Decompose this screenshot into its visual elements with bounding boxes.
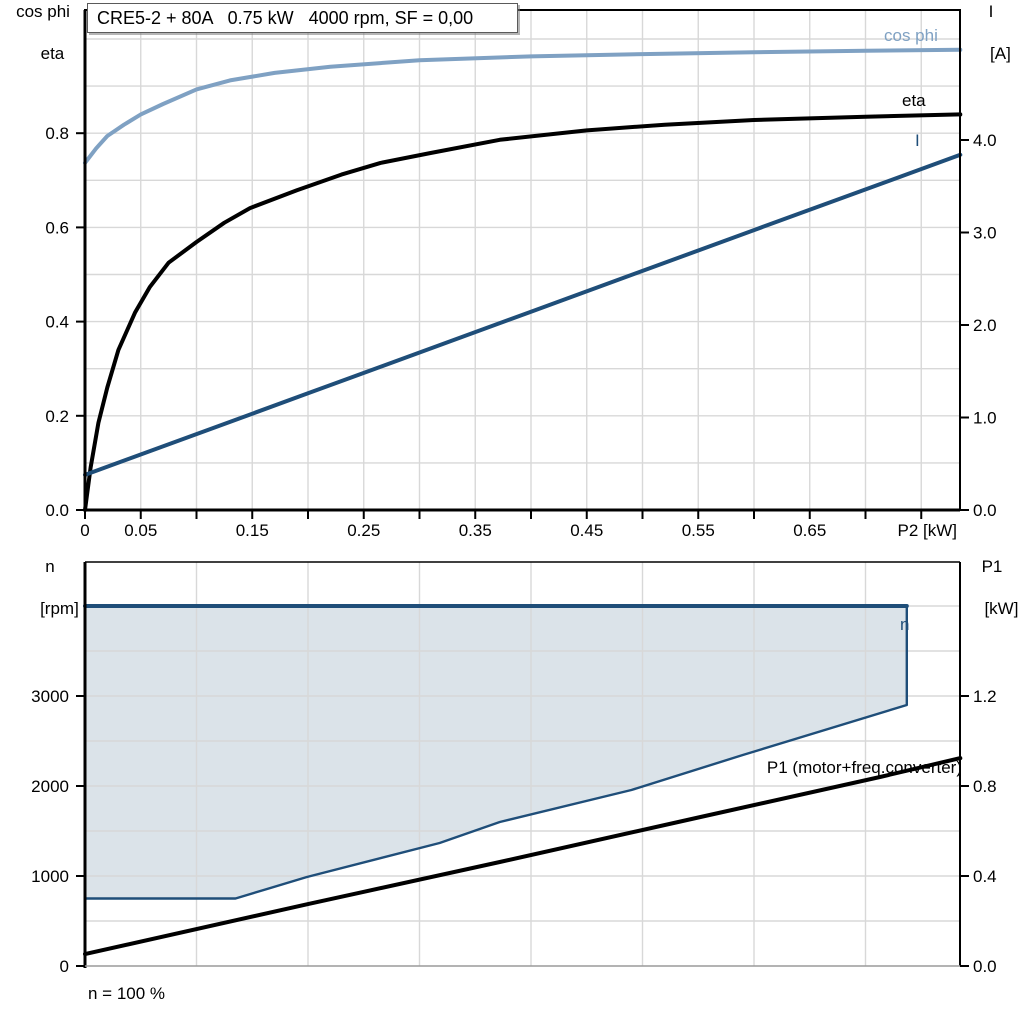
chart-title-box: CRE5-2 + 80A 0.75 kW 4000 rpm, SF = 0,00	[87, 3, 518, 33]
svg-text:2000: 2000	[31, 777, 69, 796]
eta-curve-label: eta	[902, 91, 926, 110]
svg-text:0.6: 0.6	[45, 218, 69, 237]
p1-curve	[83, 756, 963, 957]
cos-phi-curve	[83, 47, 963, 165]
current-curve	[83, 152, 963, 477]
svg-text:1.2: 1.2	[973, 687, 997, 706]
svg-text:0: 0	[80, 521, 89, 540]
speed-envelope-boundary	[83, 604, 908, 900]
svg-text:3000: 3000	[31, 687, 69, 706]
speed-axis-text: n	[45, 557, 55, 576]
p1-axis-text: P1	[981, 557, 1003, 576]
current-curve-label: I	[915, 131, 920, 150]
svg-text:4.0: 4.0	[973, 131, 997, 150]
cos-phi-curve-label: cos phi	[884, 26, 938, 45]
p1-curve-label: P1 (motor+freq.converter)	[766, 758, 962, 777]
cos-phi-axis-text: cos phi	[16, 2, 70, 21]
svg-text:0.05: 0.05	[124, 521, 157, 540]
eta-curve	[83, 112, 963, 512]
svg-text:0.0: 0.0	[45, 501, 69, 520]
svg-text:0.0: 0.0	[973, 501, 997, 520]
svg-text:0.0: 0.0	[973, 957, 997, 976]
n-curve-label: n	[900, 615, 910, 634]
ampere-unit-text: [A]	[990, 44, 1011, 63]
svg-text:0.2: 0.2	[45, 407, 69, 426]
lower-left-axis-label: n [rpm]	[19, 556, 81, 619]
svg-text:0.55: 0.55	[682, 521, 715, 540]
svg-text:3.0: 3.0	[973, 224, 997, 243]
svg-text:0.65: 0.65	[793, 521, 826, 540]
current-axis-text: I	[988, 2, 994, 21]
eta-axis-text: eta	[40, 44, 65, 63]
svg-text:0.4: 0.4	[45, 313, 69, 332]
svg-text:1.0: 1.0	[973, 409, 997, 428]
svg-text:0.35: 0.35	[459, 521, 492, 540]
rpm-unit-text: [rpm]	[40, 599, 79, 618]
svg-text:0.45: 0.45	[570, 521, 603, 540]
svg-text:0.8: 0.8	[973, 777, 997, 796]
kw-unit-text: [kW]	[984, 599, 1019, 618]
svg-text:1000: 1000	[31, 867, 69, 886]
svg-text:0.15: 0.15	[236, 521, 269, 540]
svg-text:0.25: 0.25	[347, 521, 380, 540]
p2-axis-label: P2 [kW]	[897, 521, 957, 540]
svg-text:0.4: 0.4	[973, 867, 997, 886]
svg-text:0: 0	[60, 957, 69, 976]
svg-text:2.0: 2.0	[973, 316, 997, 335]
speed-footnote: n = 100 %	[88, 984, 166, 1003]
upper-left-axis-label: cos phi eta	[6, 1, 80, 64]
speed-envelope-fill	[85, 606, 907, 899]
upper-right-axis-label: I [A]	[962, 1, 1020, 64]
svg-text:0.8: 0.8	[45, 124, 69, 143]
lower-right-axis-label: P1 [kW]	[963, 556, 1021, 619]
